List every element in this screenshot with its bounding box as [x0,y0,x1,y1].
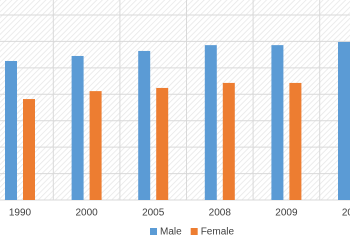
legend: Male Female [150,227,234,238]
legend-label: Male [160,227,182,238]
legend-label: Female [201,227,235,238]
x-tick-label: 2008 [209,208,232,219]
x-tick-label: 2000 [75,208,98,219]
x-tick-label: 2010 [342,208,350,219]
x-tick-label: 1990 [9,208,32,219]
x-tick-label: 2009 [275,208,298,219]
bar [289,82,302,200]
bar [138,50,151,200]
bar [338,41,350,201]
x-tick-label: 2005 [142,208,165,219]
bar [271,45,284,200]
bar [222,82,235,200]
bar [89,91,102,200]
bar [156,87,169,200]
bar [71,55,84,200]
bar [23,99,35,200]
bar [204,45,217,200]
legend-swatch [150,228,157,235]
bar [5,60,17,200]
legend-swatch [190,228,198,235]
